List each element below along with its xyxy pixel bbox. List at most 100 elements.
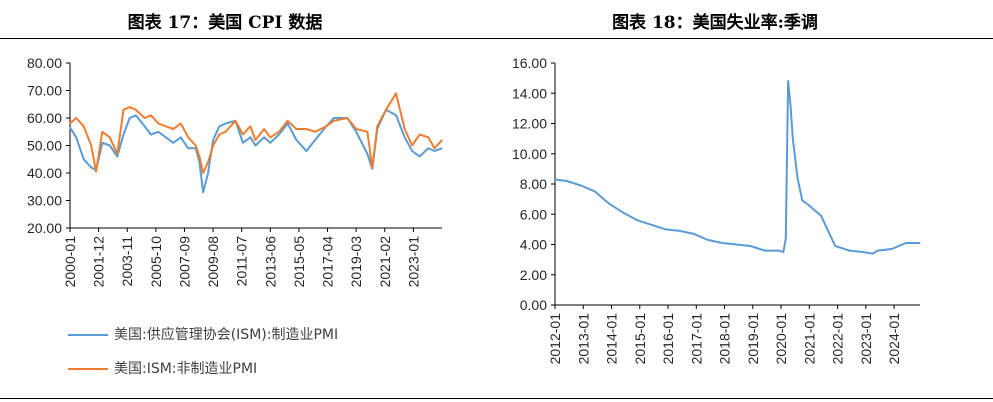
pmi-y-tick-label: 80.00 [27,55,62,71]
unemp-series-0-point [594,191,596,193]
pmi-series-1-point [187,136,189,138]
pmi-series-0-point [287,122,289,125]
pmi-series-1-point [411,144,413,147]
pmi-series-0-point [212,139,214,141]
pmi-series-1-point [95,171,97,173]
pmi-series-0-point [122,133,125,136]
unemp-y-tick-label: 14.00 [512,85,547,101]
unemp-x-tick-label: 2024-01 [886,313,902,365]
unemp-x-tick-label: 2012-01 [547,313,563,365]
unemp-series-0-point [721,242,723,244]
unemp-y-tick-label: 10.00 [512,146,547,162]
pmi-series-1-point [314,131,316,133]
pmi-x-tick-label: 2001-12 [91,236,107,288]
unemp-y-tick-label: 16.00 [512,55,547,71]
pmi-series-1-point [150,114,152,116]
pmi-series-1-point [287,120,289,122]
pmi-series-0-point [355,131,357,133]
unemp-series-0-point [580,184,582,187]
unemp-series-0-point [636,219,639,221]
unemp-x-tick-label: 2022-01 [830,313,846,365]
pmi-series-0-point [69,127,71,129]
pmi-series-0-point [187,147,189,149]
pmi-y-tick-label: 20.00 [27,220,62,236]
pmi-series-1-point [234,120,237,122]
unemp-series-0-point [862,251,865,253]
pmi-x-tick-label: 2000-01 [62,236,78,288]
pmi-series-1-point [218,133,220,136]
pmi-series-1-point [263,128,265,130]
unemp-series-0-point [891,248,893,250]
unemp-x-tick-label: 2014-01 [604,313,620,365]
pmi-x-tick-label: 2017-04 [320,236,336,288]
unemp-series-0-point [693,233,695,235]
pmi-series-1-point [129,106,131,108]
pmi-series-0-point [249,136,251,138]
unemp-series-0-point [919,242,921,244]
pmi-series-0-point [180,136,182,138]
unemp-x-tick-label: 2020-01 [773,313,789,365]
pmi-series-0-point [333,117,335,119]
pmi-series-1-point [202,172,204,174]
legend-item-non-manufacturing: 美国:ISM:非制造业PMI [68,358,257,378]
pmi-x-tick-label: 2019-03 [348,236,364,288]
pmi-y-tick-label: 60.00 [27,110,62,126]
pmi-series-1-point [355,128,357,130]
pmi-series-0-point [101,142,103,144]
pmi-series-line-1 [69,92,443,174]
pmi-series-1-point [144,117,146,119]
pmi-series-1-point [366,131,368,133]
unemp-x-tick-label: 2016-01 [660,313,676,365]
pmi-series-1-point [101,131,103,133]
unemp-series-line-0 [554,80,920,255]
pmi-series-0-point [90,166,92,169]
unemp-series-0-point [665,228,667,230]
pmi-x-tick-label: 2007-09 [176,236,192,288]
pmi-series-0-point [150,133,152,136]
pmi-series-1-point [419,133,421,136]
pmi-x-tick-label: 2023-01 [405,236,421,288]
pmi-series-0-point [202,191,204,193]
pmi-series-1-point [278,131,280,133]
pmi-series-1-point [172,128,174,130]
unemp-x-tick-label: 2015-01 [632,313,648,365]
pmi-series-0-point [135,114,137,116]
pmi-series-1-point [224,131,227,133]
unemp-y-tick-label: 0.00 [520,297,547,313]
unemp-series-0-point [834,245,836,247]
unemp-y-tick-label: 8.00 [520,176,547,192]
unemp-series-0-point [820,215,822,217]
pmi-series-1-point [198,155,200,158]
pmi-series-0-point [269,142,271,144]
pmi-series-0-point [404,136,406,138]
pmi-series-0-point [224,122,227,125]
bottom-rule [0,398,993,399]
pmi-series-1-point [385,109,387,111]
pmi-series-0-point [157,131,159,133]
unemp-x-tick-label: 2018-01 [717,313,733,365]
pmi-series-0-point [427,147,429,149]
pmi-series-1-point [249,125,251,127]
pmi-series-1-point [83,125,85,127]
pmi-x-tick-label: 2005-10 [148,236,164,288]
pmi-series-1-point [75,117,77,119]
pmi-series-0-point [172,142,174,144]
unemp-y-tick-label: 2.00 [520,267,547,283]
unemp-y-tick-label: 6.00 [520,206,547,222]
pmi-series-1-point [69,122,71,125]
pmi-series-1-point [195,144,197,147]
pmi-series-1-point [135,109,137,111]
pmi-y-tick-label: 50.00 [27,138,62,154]
pmi-series-0-point [254,144,256,147]
left-chart-title: 图表 17：美国 CPI 数据 [127,13,323,33]
pmi-series-0-point [165,136,167,138]
pmi-series-1-point [376,125,378,127]
unemp-series-0-point [679,230,681,232]
pmi-series-0-point [75,136,77,138]
unemp-x-tick-label: 2017-01 [688,313,704,365]
pmi-series-1-point [404,128,406,130]
unemp-series-0-point [801,200,803,202]
pmi-series-1-point [427,136,429,138]
pmi-series-0-point [144,125,146,127]
